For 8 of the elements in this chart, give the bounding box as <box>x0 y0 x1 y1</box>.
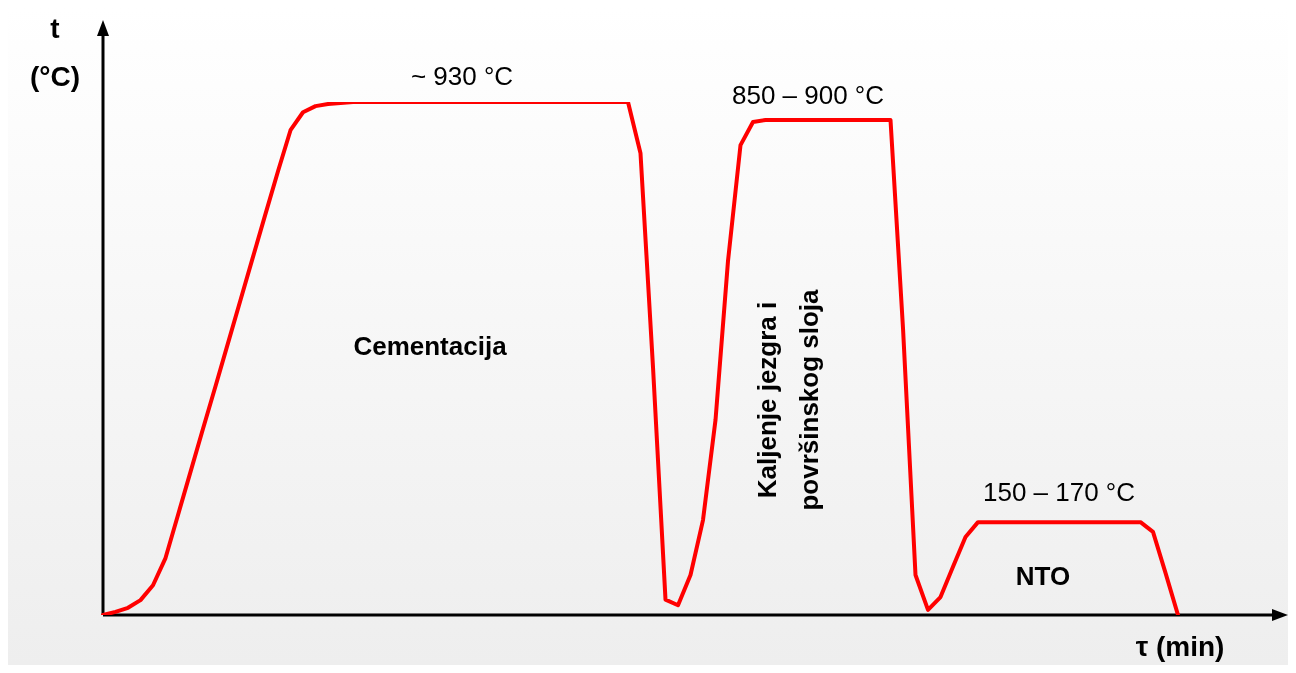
annotation: 850 – 900 °C <box>731 80 885 111</box>
annotation: Kaljenje jezgra i površinskog sloja <box>752 288 825 511</box>
y-axis-title: t (°C) <box>29 12 81 92</box>
x-axis-title: τ (min) <box>1135 630 1225 662</box>
annotation: 150 – 170 °C <box>982 477 1136 508</box>
annotation: Cementacija <box>353 331 508 362</box>
annotation: NTO <box>1015 561 1071 592</box>
text: ~ 930 °C <box>410 61 514 92</box>
